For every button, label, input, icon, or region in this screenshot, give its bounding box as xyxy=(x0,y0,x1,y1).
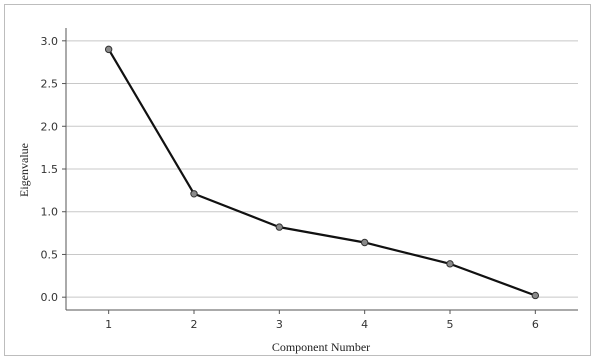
data-point xyxy=(190,190,198,198)
data-point xyxy=(446,260,454,268)
y-tick-label: 3.0 xyxy=(41,35,59,48)
y-tick-label: 0.5 xyxy=(41,248,59,261)
x-tick-label: 5 xyxy=(447,318,454,331)
x-tick-label: 1 xyxy=(105,318,112,331)
data-point xyxy=(275,223,284,231)
x-tick-label: 6 xyxy=(532,318,539,331)
data-point xyxy=(104,45,113,54)
x-tick-label: 3 xyxy=(276,318,283,331)
x-tick-labels: 1 2 3 4 5 6 xyxy=(105,310,539,331)
y-tick-label: 2.5 xyxy=(41,78,59,91)
gridlines xyxy=(66,40,578,298)
y-tick-label: 1.5 xyxy=(41,163,59,176)
data-point xyxy=(360,238,369,247)
y-tick-labels: 0.0 0.5 1.0 1.5 2.0 2.5 3.0 xyxy=(41,35,66,304)
x-axis-title: Component Number xyxy=(272,340,370,354)
y-tick-label: 2.0 xyxy=(41,120,59,133)
series-line xyxy=(107,48,536,297)
x-tick-label: 2 xyxy=(191,318,198,331)
x-tick-label: 4 xyxy=(361,318,368,331)
y-tick-label: 1.0 xyxy=(41,206,59,219)
data-point xyxy=(531,291,540,300)
y-tick-label: 0.0 xyxy=(41,291,59,304)
y-axis-title: Eigenvalue xyxy=(17,143,31,197)
series-layer xyxy=(104,45,540,300)
